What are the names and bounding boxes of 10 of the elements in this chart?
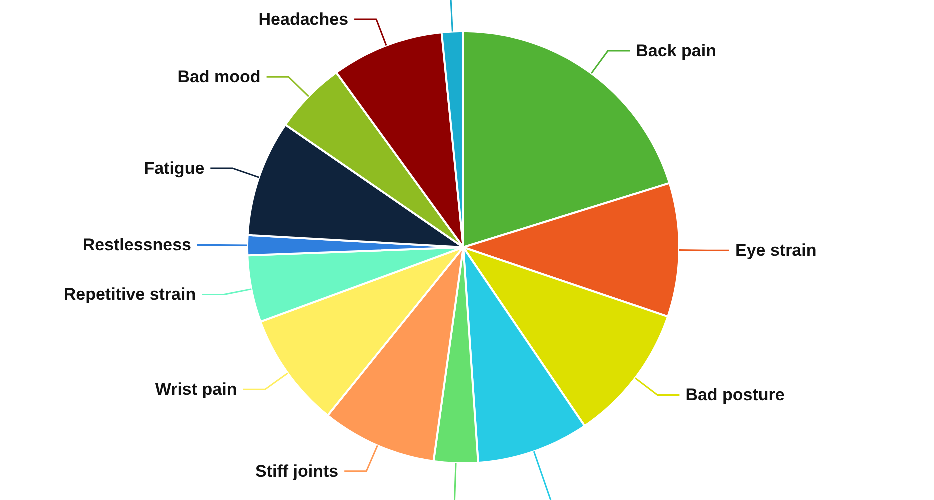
slice-label: Repetitive strain [64, 285, 196, 304]
slice-label: Restlessness [82, 236, 192, 255]
slice-label: Eye strain [735, 241, 817, 260]
slice-label: Fatigue [144, 158, 205, 178]
slice-label: Back pain [636, 42, 716, 61]
slice-label: Bad mood [178, 68, 261, 87]
slice-label: Wrist pain [155, 380, 238, 400]
slice-label: Bad posture [686, 386, 785, 405]
slice-label: Headaches [258, 10, 349, 30]
slice-label: Stiff joints [255, 462, 339, 481]
